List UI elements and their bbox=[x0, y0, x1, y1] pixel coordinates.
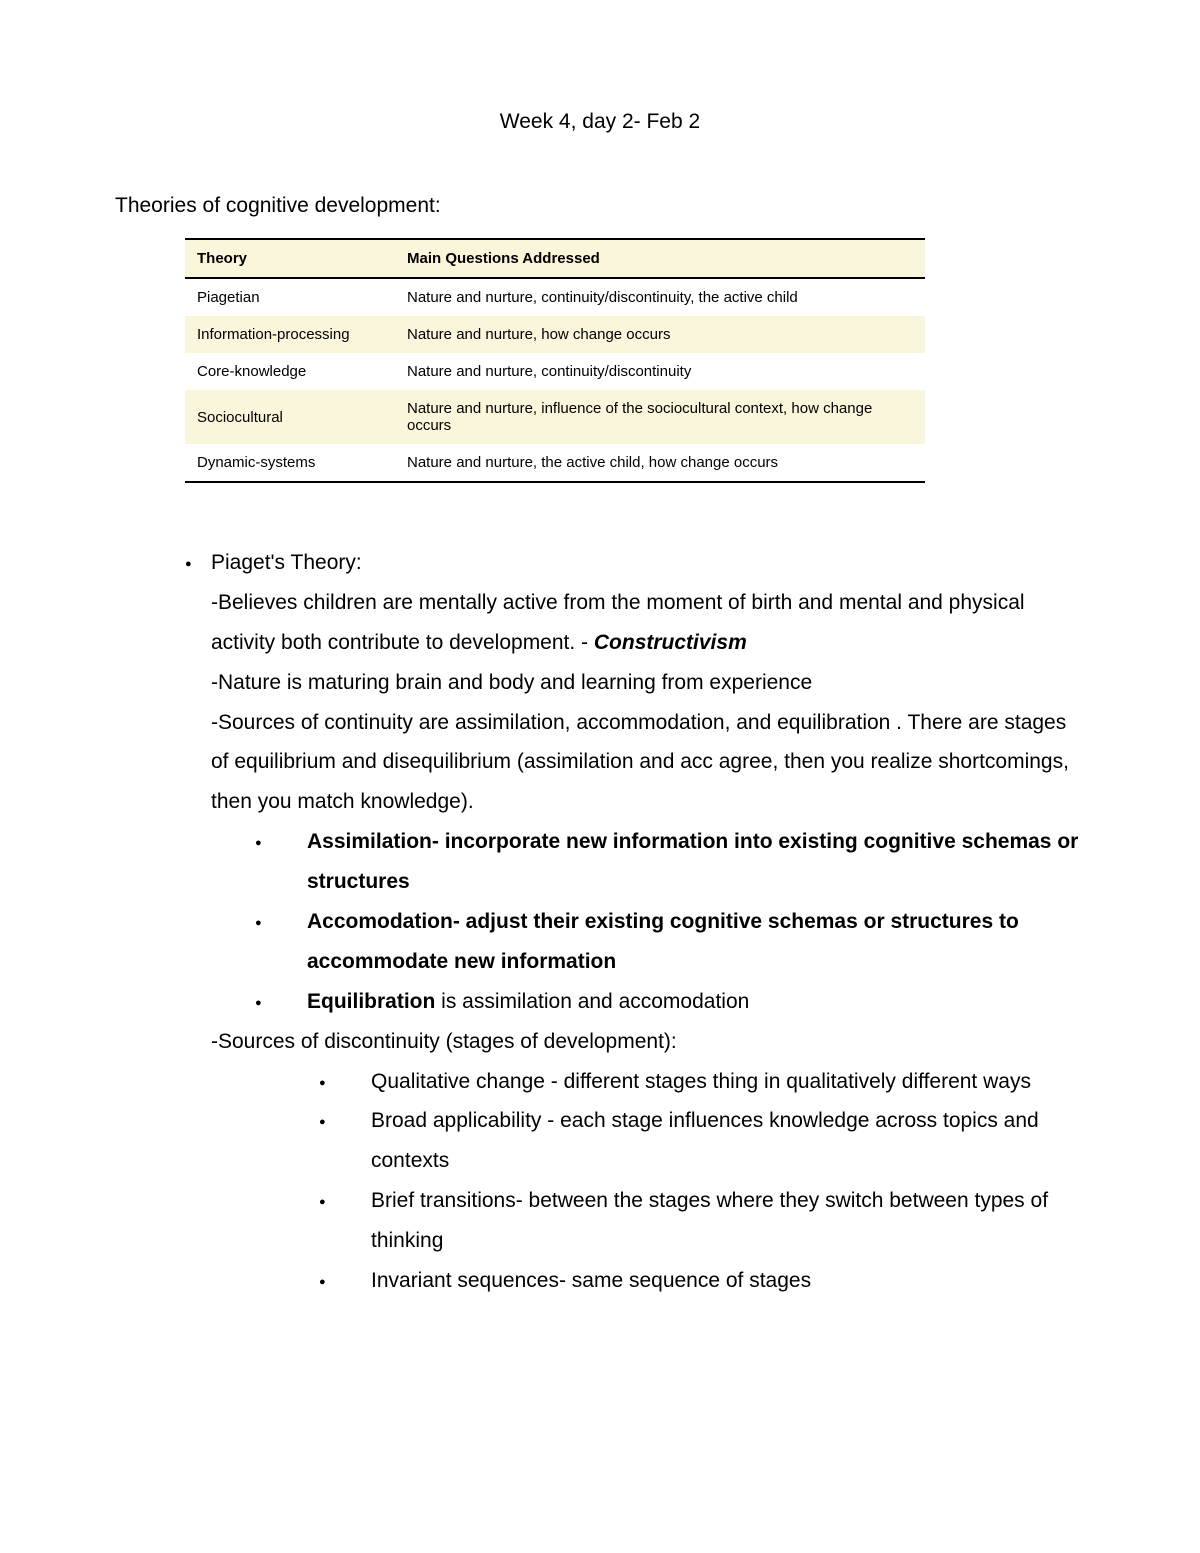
table-row: Core-knowledge Nature and nurture, conti… bbox=[185, 353, 925, 390]
col-theory-header: Theory bbox=[185, 239, 395, 278]
piaget-heading: Piaget's Theory: bbox=[185, 543, 1085, 583]
theories-table: Theory Main Questions Addressed Piagetia… bbox=[185, 238, 925, 483]
piaget-line-1: -Believes children are mentally active f… bbox=[211, 583, 1085, 663]
cell-theory: Dynamic-systems bbox=[185, 444, 395, 482]
content-body: Piaget's Theory: -Believes children are … bbox=[185, 543, 1085, 1301]
col-questions-header: Main Questions Addressed bbox=[395, 239, 925, 278]
cell-theory: Piagetian bbox=[185, 278, 395, 316]
cell-questions: Nature and nurture, continuity/discontin… bbox=[395, 278, 925, 316]
section-heading: Theories of cognitive development: bbox=[115, 194, 1085, 218]
table-row: Information-processing Nature and nurtur… bbox=[185, 316, 925, 353]
def-term: Accomodation- bbox=[307, 910, 466, 933]
cell-questions: Nature and nurture, continuity/discontin… bbox=[395, 353, 925, 390]
cell-theory: Information-processing bbox=[185, 316, 395, 353]
cell-questions: Nature and nurture, influence of the soc… bbox=[395, 390, 925, 444]
discontinuity-item: Qualitative change - different stages th… bbox=[371, 1062, 1085, 1102]
piaget-line-3: -Sources of continuity are assimilation,… bbox=[211, 703, 1085, 823]
def-rest: is assimilation and accomodation bbox=[435, 990, 749, 1013]
def-equilibration: Equilibration is assimilation and accomo… bbox=[307, 982, 1085, 1022]
table-row: Piagetian Nature and nurture, continuity… bbox=[185, 278, 925, 316]
def-accomodation: Accomodation- adjust their existing cogn… bbox=[307, 902, 1085, 982]
constructivism-term: Constructivism bbox=[594, 631, 747, 654]
table-header-row: Theory Main Questions Addressed bbox=[185, 239, 925, 278]
table-row: Dynamic-systems Nature and nurture, the … bbox=[185, 444, 925, 482]
cell-theory: Sociocultural bbox=[185, 390, 395, 444]
cell-questions: Nature and nurture, the active child, ho… bbox=[395, 444, 925, 482]
discontinuity-heading: -Sources of discontinuity (stages of dev… bbox=[211, 1022, 1085, 1062]
discontinuity-list: Qualitative change - different stages th… bbox=[345, 1062, 1085, 1301]
def-assimilation: Assimilation- incorporate new informatio… bbox=[307, 822, 1085, 902]
piaget-line-2: -Nature is maturing brain and body and l… bbox=[211, 663, 1085, 703]
discontinuity-item: Broad applicability - each stage influen… bbox=[371, 1101, 1085, 1181]
def-term: Equilibration bbox=[307, 990, 435, 1013]
page-title: Week 4, day 2- Feb 2 bbox=[115, 110, 1085, 134]
table-row: Sociocultural Nature and nurture, influe… bbox=[185, 390, 925, 444]
piaget-heading-text: Piaget's Theory: bbox=[211, 551, 362, 574]
def-term: Assimilation- bbox=[307, 830, 445, 853]
cell-theory: Core-knowledge bbox=[185, 353, 395, 390]
definitions-list: Assimilation- incorporate new informatio… bbox=[281, 822, 1085, 1021]
discontinuity-item: Brief transitions- between the stages wh… bbox=[371, 1181, 1085, 1261]
discontinuity-item: Invariant sequences- same sequence of st… bbox=[371, 1261, 1085, 1301]
cell-questions: Nature and nurture, how change occurs bbox=[395, 316, 925, 353]
